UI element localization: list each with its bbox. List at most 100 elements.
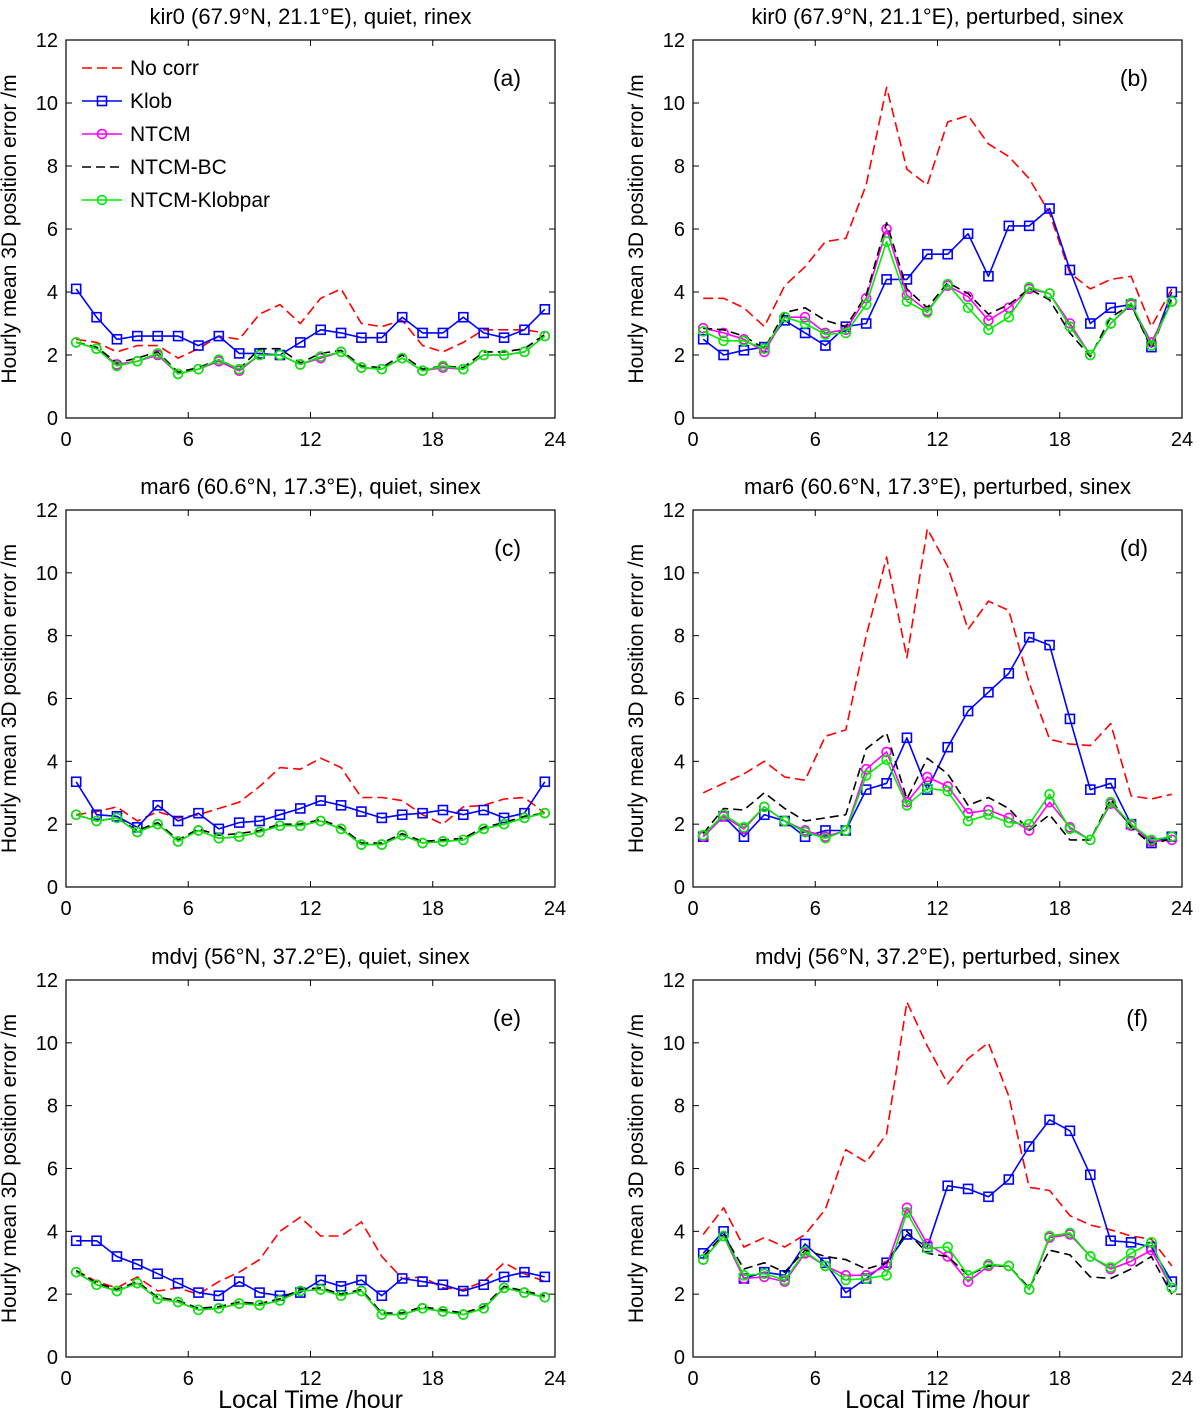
- data-point: [1105, 796, 1116, 808]
- series-line: [75, 1271, 545, 1316]
- data-point: [335, 823, 347, 835]
- y-tick-label: 12: [36, 970, 58, 992]
- data-point: [356, 1274, 367, 1286]
- series-ntcm-klobpar: [70, 807, 551, 850]
- data-point: [498, 818, 510, 830]
- data-point: [820, 833, 831, 844]
- data-point: [498, 1271, 510, 1283]
- data-point: [396, 1273, 408, 1284]
- data-point: [962, 228, 974, 240]
- data-point: [1105, 778, 1116, 789]
- data-point: [172, 836, 184, 847]
- data-point: [539, 304, 551, 315]
- series-line: [702, 207, 1173, 356]
- data-point: [396, 311, 408, 323]
- data-point: [458, 363, 469, 375]
- data-point: [70, 1235, 82, 1247]
- data-point: [1166, 296, 1178, 307]
- series-line: [75, 781, 546, 830]
- data-point: [962, 1270, 974, 1281]
- series-line: [702, 527, 1172, 800]
- data-point: [396, 1309, 408, 1320]
- data-point: [417, 327, 428, 339]
- data-point: [91, 1279, 102, 1291]
- data-point: [820, 825, 831, 836]
- data-point: [697, 333, 709, 345]
- data-point: [356, 806, 367, 817]
- data-point: [295, 820, 306, 832]
- legend-label: No corr: [130, 57, 199, 80]
- data-point: [295, 1285, 306, 1297]
- data-point: [983, 809, 994, 821]
- data-point: [718, 327, 729, 339]
- data-point: [213, 833, 225, 844]
- legend-label: NTCM-Klobpar: [130, 189, 270, 212]
- data-point: [274, 1295, 286, 1306]
- data-point: [539, 1292, 551, 1303]
- series-klob: [70, 1235, 551, 1302]
- data-point: [1085, 349, 1096, 361]
- panel-c: mar6 (60.6°N, 17.3°E), quiet, sinex02468…: [0, 474, 566, 920]
- data-point: [335, 346, 347, 358]
- y-tick-label: 8: [47, 1096, 58, 1118]
- data-point: [519, 324, 530, 336]
- data-point: [901, 1207, 913, 1218]
- series-line: [702, 751, 1172, 843]
- y-tick-label: 4: [674, 282, 685, 304]
- y-tick-label: 10: [36, 1033, 58, 1055]
- data-point: [458, 1309, 469, 1320]
- series-line: [75, 1271, 545, 1316]
- data-point: [152, 1293, 163, 1305]
- data-point: [376, 332, 388, 343]
- data-point: [396, 809, 408, 821]
- x-tick-label: 18: [1049, 1368, 1071, 1390]
- data-point: [759, 1271, 770, 1283]
- data-point: [356, 1285, 367, 1297]
- data-point: [983, 1191, 994, 1203]
- data-point: [1146, 1237, 1157, 1248]
- data-point: [396, 829, 408, 841]
- data-point: [458, 311, 469, 323]
- data-point: [295, 803, 306, 814]
- data-point: [274, 349, 286, 361]
- data-point: [718, 1230, 729, 1242]
- data-point: [1023, 281, 1035, 293]
- data-point: [132, 1277, 143, 1289]
- data-point: [840, 1287, 852, 1298]
- data-point: [1044, 639, 1055, 651]
- y-axis-label: Hourly mean 3D position error /m: [625, 1014, 648, 1323]
- data-point: [901, 1229, 913, 1240]
- series-line: [76, 288, 545, 359]
- legend-label: NTCM-BC: [130, 156, 227, 179]
- panel-label: (f): [1126, 1005, 1148, 1031]
- data-point: [295, 337, 306, 348]
- y-tick-label: 0: [47, 877, 58, 899]
- data-point: [356, 362, 367, 373]
- panel-title: mdvj (56°N, 37.2°E), quiet, sinex: [151, 944, 469, 969]
- series-line: [75, 1269, 545, 1314]
- data-point: [738, 1270, 750, 1281]
- y-tick-label: 8: [674, 156, 685, 178]
- data-point: [111, 333, 123, 345]
- panel-label: (c): [494, 535, 521, 561]
- y-axis-label: Hourly mean 3D position error /m: [625, 74, 648, 383]
- y-tick-label: 0: [674, 408, 685, 430]
- data-point: [922, 782, 933, 794]
- legend-label: NTCM: [130, 123, 191, 146]
- data-point: [539, 330, 551, 342]
- data-point: [152, 330, 163, 342]
- y-axis-label: Hourly mean 3D position error /m: [625, 544, 648, 853]
- data-point: [962, 291, 974, 303]
- data-point: [860, 770, 872, 781]
- data-point: [437, 360, 449, 372]
- x-tick-label: 6: [810, 898, 821, 920]
- data-point: [478, 349, 489, 361]
- data-point: [697, 326, 709, 337]
- y-tick-label: 10: [663, 93, 685, 115]
- data-point: [922, 771, 933, 783]
- x-tick-label: 12: [926, 1368, 948, 1390]
- data-point: [233, 1298, 245, 1309]
- data-point: [91, 311, 102, 323]
- data-point: [213, 1303, 225, 1314]
- x-tick-label: 18: [1049, 898, 1071, 920]
